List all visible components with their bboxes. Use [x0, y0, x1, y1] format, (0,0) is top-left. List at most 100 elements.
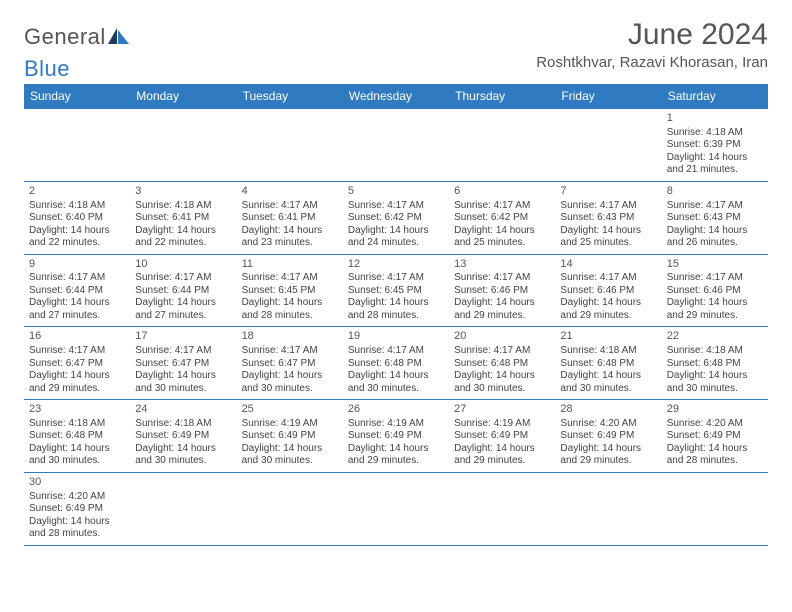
sunset-text: Sunset: 6:43 PM — [560, 212, 656, 225]
sunset-text: Sunset: 6:42 PM — [348, 212, 444, 225]
day-cell: 29Sunrise: 4:20 AMSunset: 6:49 PMDayligh… — [662, 400, 768, 472]
sunset-text: Sunset: 6:46 PM — [667, 285, 763, 298]
daylight-text: and 29 minutes. — [454, 455, 550, 468]
sunset-text: Sunset: 6:45 PM — [242, 285, 338, 298]
weekday-header: Wednesday — [343, 84, 449, 109]
daylight-text: Daylight: 14 hours — [242, 225, 338, 238]
sunset-text: Sunset: 6:49 PM — [454, 430, 550, 443]
day-number: 12 — [348, 258, 444, 272]
sunrise-text: Sunrise: 4:17 AM — [348, 200, 444, 213]
day-number: 3 — [135, 185, 231, 199]
sunset-text: Sunset: 6:48 PM — [29, 430, 125, 443]
sunrise-text: Sunrise: 4:18 AM — [135, 200, 231, 213]
daylight-text: Daylight: 14 hours — [348, 297, 444, 310]
brand-part2: Blue — [24, 56, 70, 81]
sunrise-text: Sunrise: 4:18 AM — [667, 345, 763, 358]
sunrise-text: Sunrise: 4:17 AM — [454, 345, 550, 358]
sunrise-text: Sunrise: 4:17 AM — [667, 272, 763, 285]
day-number: 5 — [348, 185, 444, 199]
empty-cell — [24, 109, 130, 181]
day-number: 18 — [242, 330, 338, 344]
header: GeneralBlue June 2024 Roshtkhvar, Razavi… — [24, 18, 768, 82]
day-number: 27 — [454, 403, 550, 417]
week-row: 9Sunrise: 4:17 AMSunset: 6:44 PMDaylight… — [24, 255, 768, 328]
daylight-text: Daylight: 14 hours — [560, 225, 656, 238]
daylight-text: and 28 minutes. — [348, 310, 444, 323]
day-number: 29 — [667, 403, 763, 417]
daylight-text: and 30 minutes. — [29, 455, 125, 468]
daylight-text: Daylight: 14 hours — [135, 370, 231, 383]
daylight-text: Daylight: 14 hours — [667, 152, 763, 165]
day-cell: 18Sunrise: 4:17 AMSunset: 6:47 PMDayligh… — [237, 327, 343, 399]
day-number: 23 — [29, 403, 125, 417]
sunrise-text: Sunrise: 4:18 AM — [667, 127, 763, 140]
sunset-text: Sunset: 6:48 PM — [348, 358, 444, 371]
day-number: 15 — [667, 258, 763, 272]
day-cell: 2Sunrise: 4:18 AMSunset: 6:40 PMDaylight… — [24, 182, 130, 254]
weekday-header: Sunday — [24, 84, 130, 109]
daylight-text: and 30 minutes. — [135, 455, 231, 468]
daylight-text: Daylight: 14 hours — [667, 225, 763, 238]
weekday-header: Tuesday — [237, 84, 343, 109]
daylight-text: and 30 minutes. — [667, 383, 763, 396]
sunrise-text: Sunrise: 4:20 AM — [560, 418, 656, 431]
sunrise-text: Sunrise: 4:17 AM — [135, 272, 231, 285]
day-cell: 8Sunrise: 4:17 AMSunset: 6:43 PMDaylight… — [662, 182, 768, 254]
daylight-text: Daylight: 14 hours — [29, 225, 125, 238]
daylight-text: and 29 minutes. — [560, 455, 656, 468]
sunrise-text: Sunrise: 4:17 AM — [667, 200, 763, 213]
day-number: 17 — [135, 330, 231, 344]
week-row: 30Sunrise: 4:20 AMSunset: 6:49 PMDayligh… — [24, 473, 768, 546]
daylight-text: Daylight: 14 hours — [348, 370, 444, 383]
sunset-text: Sunset: 6:49 PM — [560, 430, 656, 443]
day-cell: 16Sunrise: 4:17 AMSunset: 6:47 PMDayligh… — [24, 327, 130, 399]
day-cell: 22Sunrise: 4:18 AMSunset: 6:48 PMDayligh… — [662, 327, 768, 399]
sunset-text: Sunset: 6:49 PM — [29, 503, 125, 516]
daylight-text: and 28 minutes. — [242, 310, 338, 323]
daylight-text: Daylight: 14 hours — [29, 297, 125, 310]
empty-cell — [449, 109, 555, 181]
daylight-text: Daylight: 14 hours — [454, 225, 550, 238]
daylight-text: Daylight: 14 hours — [560, 443, 656, 456]
empty-cell — [449, 473, 555, 545]
sunset-text: Sunset: 6:49 PM — [135, 430, 231, 443]
daylight-text: and 30 minutes. — [242, 383, 338, 396]
sunrise-text: Sunrise: 4:17 AM — [348, 345, 444, 358]
day-number: 13 — [454, 258, 550, 272]
daylight-text: and 30 minutes. — [135, 383, 231, 396]
sunset-text: Sunset: 6:44 PM — [29, 285, 125, 298]
daylight-text: Daylight: 14 hours — [242, 443, 338, 456]
day-cell: 17Sunrise: 4:17 AMSunset: 6:47 PMDayligh… — [130, 327, 236, 399]
day-cell: 1Sunrise: 4:18 AMSunset: 6:39 PMDaylight… — [662, 109, 768, 181]
day-cell: 26Sunrise: 4:19 AMSunset: 6:49 PMDayligh… — [343, 400, 449, 472]
empty-cell — [343, 109, 449, 181]
day-number: 7 — [560, 185, 656, 199]
daylight-text: and 26 minutes. — [667, 237, 763, 250]
daylight-text: Daylight: 14 hours — [667, 370, 763, 383]
sunset-text: Sunset: 6:41 PM — [135, 212, 231, 225]
daylight-text: and 30 minutes. — [560, 383, 656, 396]
day-cell: 10Sunrise: 4:17 AMSunset: 6:44 PMDayligh… — [130, 255, 236, 327]
week-row: 2Sunrise: 4:18 AMSunset: 6:40 PMDaylight… — [24, 182, 768, 255]
day-cell: 13Sunrise: 4:17 AMSunset: 6:46 PMDayligh… — [449, 255, 555, 327]
weekday-header-row: SundayMondayTuesdayWednesdayThursdayFrid… — [24, 84, 768, 109]
day-number: 16 — [29, 330, 125, 344]
weekday-header: Saturday — [662, 84, 768, 109]
day-cell: 4Sunrise: 4:17 AMSunset: 6:41 PMDaylight… — [237, 182, 343, 254]
day-cell: 30Sunrise: 4:20 AMSunset: 6:49 PMDayligh… — [24, 473, 130, 545]
sail-icon — [108, 24, 130, 50]
day-cell: 12Sunrise: 4:17 AMSunset: 6:45 PMDayligh… — [343, 255, 449, 327]
daylight-text: and 27 minutes. — [29, 310, 125, 323]
daylight-text: Daylight: 14 hours — [135, 297, 231, 310]
day-number: 26 — [348, 403, 444, 417]
daylight-text: and 29 minutes. — [29, 383, 125, 396]
sunrise-text: Sunrise: 4:20 AM — [667, 418, 763, 431]
day-cell: 3Sunrise: 4:18 AMSunset: 6:41 PMDaylight… — [130, 182, 236, 254]
sunrise-text: Sunrise: 4:18 AM — [560, 345, 656, 358]
day-cell: 5Sunrise: 4:17 AMSunset: 6:42 PMDaylight… — [343, 182, 449, 254]
daylight-text: and 29 minutes. — [667, 310, 763, 323]
week-row: 16Sunrise: 4:17 AMSunset: 6:47 PMDayligh… — [24, 327, 768, 400]
empty-cell — [555, 473, 661, 545]
daylight-text: Daylight: 14 hours — [348, 443, 444, 456]
day-cell: 25Sunrise: 4:19 AMSunset: 6:49 PMDayligh… — [237, 400, 343, 472]
